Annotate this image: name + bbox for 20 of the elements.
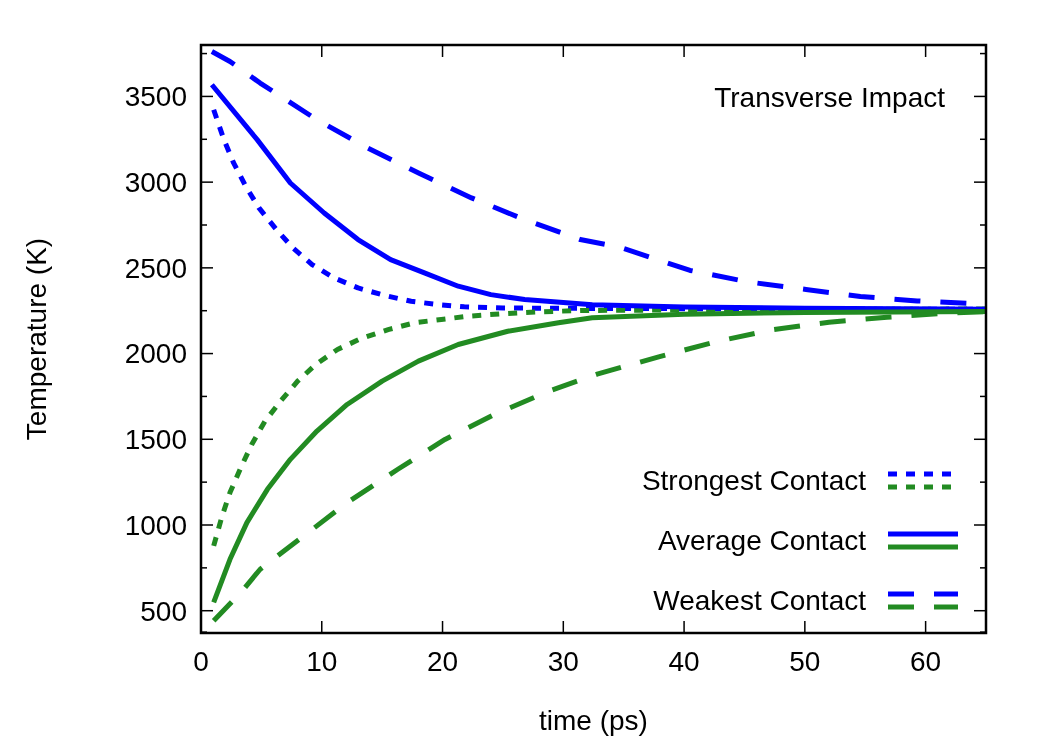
y-tick-label: 2000 xyxy=(124,338,187,370)
legend-label: Strongest Contact xyxy=(641,464,867,496)
y-tick-label: 1500 xyxy=(124,424,187,456)
x-tick-label: 0 xyxy=(193,646,209,677)
x-tick-label: 40 xyxy=(668,646,700,677)
y-tick-label: 500 xyxy=(140,595,187,627)
legend-label: Average Contact xyxy=(657,524,867,556)
y-tick-label: 3500 xyxy=(124,81,187,113)
x-tick-label: 10 xyxy=(306,646,338,677)
x-axis-title: time (ps) xyxy=(539,705,648,736)
x-tick-label: 20 xyxy=(426,646,459,677)
legend-label: Weakest Contact xyxy=(653,584,867,616)
x-tick-label: 30 xyxy=(547,646,579,677)
text: Transverse Impact xyxy=(714,82,946,113)
y-tick-label: 3000 xyxy=(124,166,187,198)
x-tick-label: 60 xyxy=(910,646,942,677)
x-tick-label: 50 xyxy=(789,646,821,677)
y-tick-label: 1000 xyxy=(124,509,187,541)
y-axis-title: Temperature (K) xyxy=(21,237,52,441)
y-tick-label: 2500 xyxy=(124,252,187,284)
